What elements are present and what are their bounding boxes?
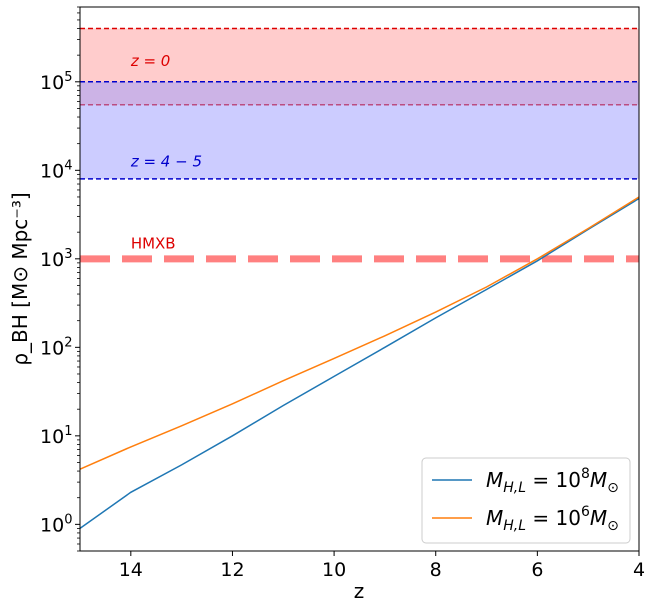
y-axis: 100 101 102 103 104 105 [40,6,80,552]
x-tick-label-4: 6 [531,559,543,581]
legend-box [421,457,631,544]
x-axis: 14 12 10 8 6 4 [119,551,645,581]
x-tick-label-5: 4 [633,559,645,581]
y-tick-label-3: 103 [40,247,72,271]
bands-layer [80,27,639,180]
y-tick-label-0: 100 [40,512,72,536]
y-axis-label: ρ_BH [M⊙ Mpc⁻³] [8,192,32,365]
band-fill-1 [80,81,639,179]
y-tick-label-5: 105 [40,70,72,94]
plot-frame [79,6,640,552]
x-tick-label-1: 12 [220,559,244,581]
x-tick-label-0: 14 [119,559,143,581]
legend-label-1: MH,L = 106M⊙ [486,504,619,534]
x-axis-label: z [354,579,365,603]
series-line-0 [79,197,640,530]
y-tick-label-2: 102 [40,335,72,359]
series-layer [79,196,640,530]
legend: MH,L = 108M⊙ MH,L = 106M⊙ [421,457,631,544]
series-line-1 [79,196,640,470]
x-tick-label-2: 10 [322,559,346,581]
hmxb-label: HMXB [131,235,176,253]
band-label-1: z = 4 − 5 [130,153,202,171]
y-tick-label-4: 104 [40,158,72,182]
legend-label-0: MH,L = 108M⊙ [486,466,619,496]
y-tick-label-1: 101 [40,424,72,448]
annotation-layer: z = 0 z = 4 − 5 HMXB [130,52,202,253]
band-label-0: z = 0 [130,52,171,70]
x-tick-label-3: 8 [430,559,442,581]
